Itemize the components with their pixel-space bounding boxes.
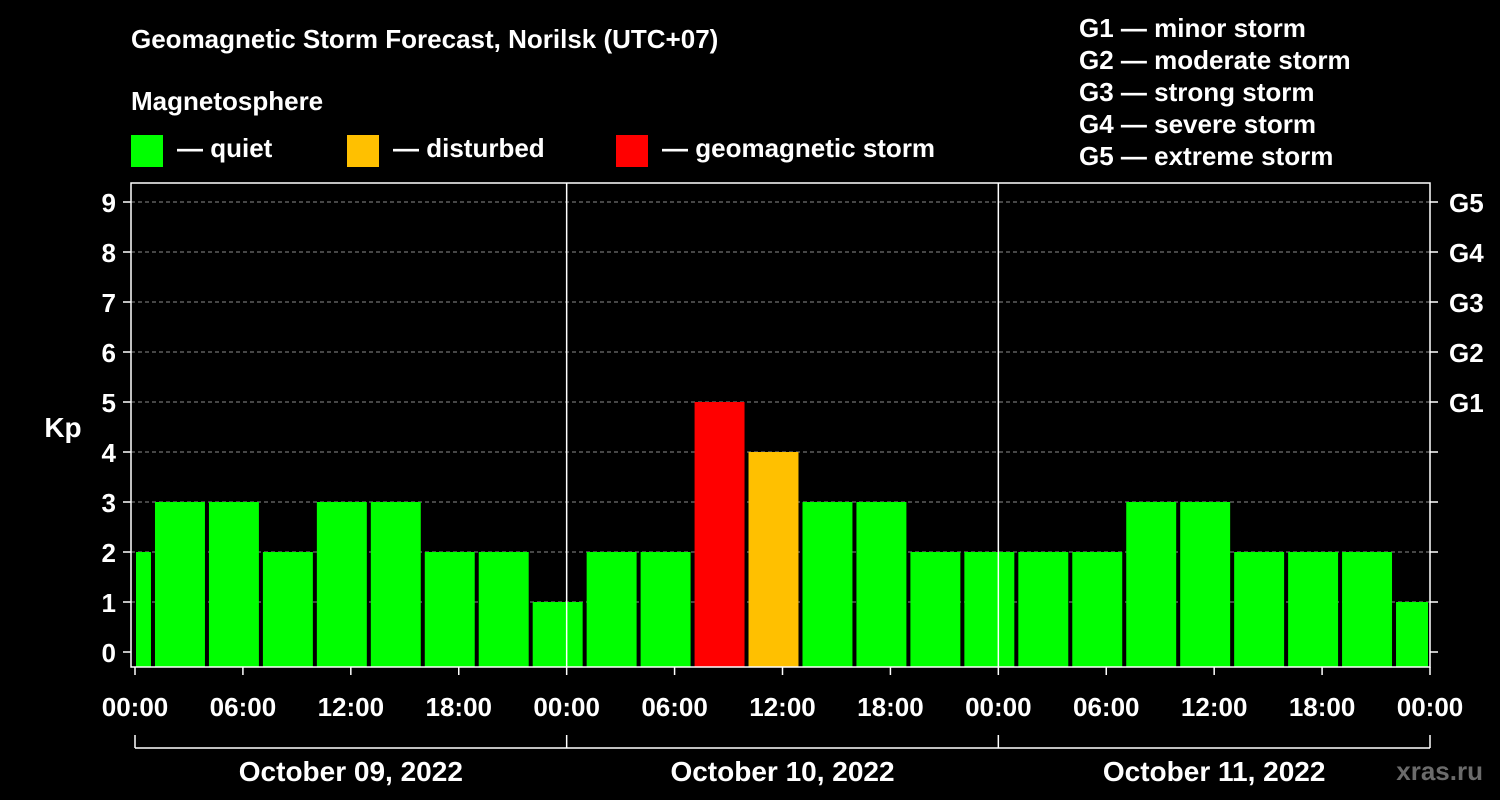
- bar-14: [856, 502, 907, 667]
- bar-20: [1180, 502, 1231, 667]
- bar-5: [370, 502, 421, 667]
- x-tick-label-8: 00:00: [965, 692, 1032, 722]
- date-label-0: October 09, 2022: [239, 756, 463, 787]
- right-axis-label-g5: G5: [1449, 188, 1484, 218]
- y-tick-label-kp-4: 4: [102, 438, 117, 468]
- bar-17: [1018, 552, 1069, 667]
- x-tick-label-9: 06:00: [1073, 692, 1140, 722]
- watermark: xras.ru: [1396, 756, 1483, 786]
- bar-19: [1126, 502, 1177, 667]
- storm-scale-g1: G1 — minor storm: [1079, 13, 1306, 43]
- y-tick-label-kp-1: 1: [102, 588, 116, 618]
- plot-frame: [130, 182, 1431, 668]
- storm-scale-list: G1 — minor storm G2 — moderate storm G3 …: [1079, 13, 1351, 171]
- x-tick-label-7: 18:00: [857, 692, 924, 722]
- legend-label-quiet: — quiet: [177, 133, 273, 163]
- bar-12: [748, 452, 799, 667]
- axes: 0 1 2 3 4 5 6 7 8 9 G1 G2 G3 G4 G5 00:00 06:00 12:00 18:00…: [102, 182, 1484, 787]
- legend: — quiet — disturbed — geomagnetic storm: [131, 133, 935, 167]
- bar-6: [424, 552, 475, 667]
- bars: [136, 402, 1428, 667]
- legend-swatch-storm: [616, 135, 648, 167]
- bar-22: [1288, 552, 1339, 667]
- bar-16: [964, 552, 1015, 667]
- bar-24: [1396, 602, 1428, 667]
- y-tick-label-kp-0: 0: [102, 638, 116, 668]
- right-axis-label-g3: G3: [1449, 288, 1484, 318]
- legend-label-storm: — geomagnetic storm: [662, 133, 935, 163]
- day-separators: [565, 183, 1000, 667]
- storm-scale-g2: G2 — moderate storm: [1079, 45, 1351, 75]
- y-tick-label-kp-7: 7: [102, 288, 116, 318]
- bar-1: [154, 502, 205, 667]
- x-tick-label-12: 00:00: [1397, 692, 1464, 722]
- y-tick-label-kp-2: 2: [102, 538, 116, 568]
- x-tick-label-1: 06:00: [210, 692, 277, 722]
- y-tick-label-kp-6: 6: [102, 338, 116, 368]
- bar-15: [910, 552, 961, 667]
- bar-2: [208, 502, 259, 667]
- storm-scale-g3: G3 — strong storm: [1079, 77, 1314, 107]
- bar-8: [532, 602, 583, 667]
- bar-23: [1342, 552, 1393, 667]
- bar-3: [262, 552, 313, 667]
- date-label-2: October 11, 2022: [1103, 756, 1326, 787]
- storm-scale-g5: G5 — extreme storm: [1079, 141, 1333, 171]
- y-tick-label-kp-3: 3: [102, 488, 116, 518]
- x-tick-label-10: 12:00: [1181, 692, 1248, 722]
- y-tick-label-kp-9: 9: [102, 188, 116, 218]
- y-tick-label-kp-5: 5: [102, 388, 116, 418]
- legend-label-disturbed: — disturbed: [393, 133, 545, 163]
- y-tick-label-kp-8: 8: [102, 238, 116, 268]
- legend-title: Magnetosphere: [131, 86, 323, 116]
- bar-18: [1072, 552, 1123, 667]
- right-axis-label-g2: G2: [1449, 338, 1484, 368]
- legend-swatch-disturbed: [347, 135, 379, 167]
- bar-11: [694, 402, 745, 667]
- bar-10: [640, 552, 691, 667]
- bar-9: [586, 552, 637, 667]
- bar-0: [136, 552, 151, 667]
- legend-swatch-quiet: [131, 135, 163, 167]
- bar-21: [1234, 552, 1285, 667]
- x-tick-label-0: 00:00: [102, 692, 169, 722]
- bar-4: [316, 502, 367, 667]
- storm-scale-g4: G4 — severe storm: [1079, 109, 1316, 139]
- x-tick-label-11: 18:00: [1289, 692, 1356, 722]
- right-axis-label-g4: G4: [1449, 238, 1484, 268]
- bar-13: [802, 502, 853, 667]
- x-tick-label-2: 12:00: [318, 692, 385, 722]
- x-tick-label-6: 12:00: [749, 692, 816, 722]
- bar-7: [478, 552, 529, 667]
- x-tick-label-3: 18:00: [426, 692, 493, 722]
- y-axis-title: Kp: [44, 412, 81, 443]
- chart-title: Geomagnetic Storm Forecast, Norilsk (UTC…: [131, 24, 718, 54]
- x-tick-label-5: 06:00: [641, 692, 708, 722]
- date-label-1: October 10, 2022: [670, 756, 894, 787]
- right-axis-label-g1: G1: [1449, 388, 1484, 418]
- x-tick-label-4: 00:00: [533, 692, 600, 722]
